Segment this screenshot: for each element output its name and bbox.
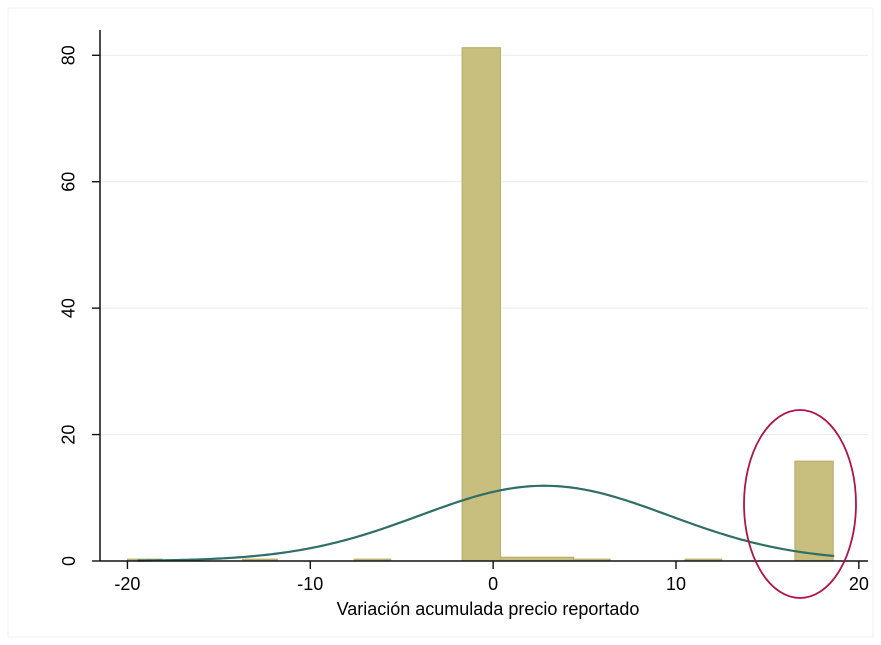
- histogram-bar-3: [461, 47, 501, 562]
- y-tick-label-20: 20: [59, 425, 79, 445]
- highlight-ellipse: [743, 409, 857, 599]
- label-layer: 0 20 40 60 80 -20 -10 0 10 20 Variación acumulada …: [59, 45, 869, 619]
- axis-layer: [92, 30, 868, 569]
- y-tick-label-80: 80: [59, 45, 79, 65]
- outer-frame: [7, 7, 874, 638]
- y-tick-label-40: 40: [59, 298, 79, 318]
- bar-layer: [126, 47, 834, 562]
- y-tick-label-0: 0: [59, 556, 79, 566]
- frame-layer: [7, 7, 874, 638]
- curve-layer: [137, 484, 835, 562]
- x-tick-label-10: 10: [666, 574, 686, 594]
- x-tick-label-20: 20: [849, 574, 869, 594]
- x-tick-label--10: -10: [297, 574, 323, 594]
- y-tick-label-60: 60: [59, 172, 79, 192]
- x-tick-label-0: 0: [488, 574, 498, 594]
- x-axis-title: Variación acumulada precio reportado: [337, 599, 640, 619]
- normal-density-curve: [137, 484, 835, 562]
- annotation-layer: [743, 409, 857, 599]
- histogram-bar-7: [794, 460, 834, 562]
- x-tick-label--20: -20: [114, 574, 140, 594]
